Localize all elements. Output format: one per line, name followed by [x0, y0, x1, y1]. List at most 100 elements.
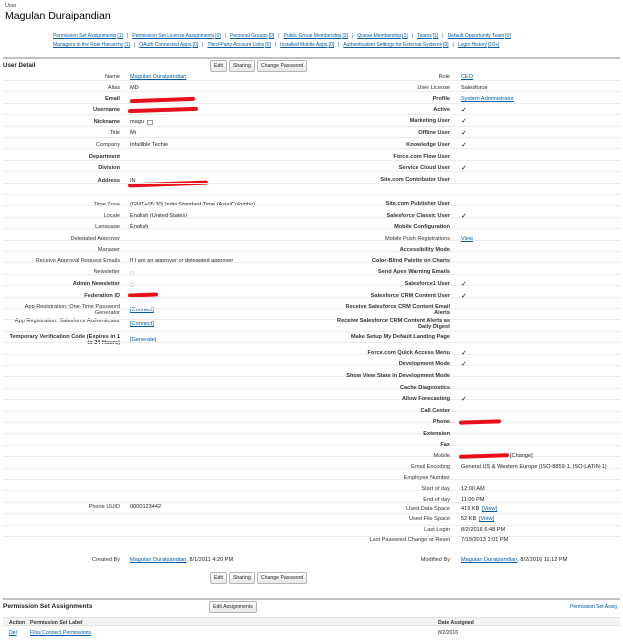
psa-table-header — [3, 617, 620, 626]
field-value[interactable]: [Generate] — [130, 337, 157, 343]
related-link[interactable]: Personal Groups[0] — [230, 33, 274, 39]
row-divider — [3, 80, 620, 81]
related-link[interactable]: Installed Mobile Apps[0] — [280, 42, 334, 48]
related-link-label: Permission Set Assignments — [53, 33, 117, 39]
row-divider — [3, 387, 620, 389]
edit-button[interactable]: Edit — [210, 60, 227, 72]
related-links-row-1: Permission Set Assignments[1] | Permission… — [53, 33, 515, 39]
field-value: English — [130, 224, 149, 230]
edit-button-bottom[interactable]: Edit — [210, 572, 227, 584]
change-password-button[interactable]: Change Password — [256, 60, 308, 72]
checkmark-icon: ✓ — [461, 350, 467, 357]
related-link-label: Login History — [457, 42, 488, 48]
related-link[interactable]: Managers in the Role Hierarchy[1] — [53, 42, 130, 48]
psa-help-link[interactable]: Permission Set Assig — [570, 604, 617, 610]
related-link[interactable]: Authentication Settings for External Sys… — [343, 42, 448, 48]
related-link-count: [0] — [215, 33, 221, 39]
field-label: Color-Blind Palette on Charts — [371, 258, 450, 264]
page-type-label: User — [5, 3, 17, 9]
page-header: User Magulan Duraipandian — [5, 3, 111, 22]
field-value: Salesforce — [461, 85, 488, 91]
related-link[interactable]: Public Group Membership[3] — [284, 33, 348, 39]
row-divider — [3, 91, 620, 93]
field-value: IN — [130, 178, 136, 184]
field-label: End of day — [423, 497, 450, 503]
del-link[interactable]: Del — [9, 630, 17, 636]
related-link-count: [10+] — [488, 42, 500, 48]
user-detail-panel — [3, 57, 620, 597]
checkmark-icon: ✓ — [461, 213, 467, 220]
field-value[interactable]: Magulan Duraipandian — [130, 74, 187, 80]
checkmark-icon: ✓ — [461, 130, 467, 137]
row-divider — [3, 273, 620, 275]
row-divider — [3, 342, 620, 344]
related-link[interactable]: Login History[10+] — [458, 42, 499, 48]
related-link-label: OAuth Connected Apps — [139, 42, 192, 48]
permission-set-link[interactable]: Fliss Connect Permissions — [30, 630, 92, 636]
phone-uuid-value: 0000123442 — [130, 504, 162, 510]
field-value: English (United States) — [130, 213, 188, 219]
col-permission-set-label: Permission Set Label — [30, 620, 83, 626]
related-link[interactable]: Teams[1] — [417, 33, 438, 39]
row-divider — [3, 376, 620, 378]
created-by-user-link[interactable]: Magulan Duraipandian — [130, 557, 187, 563]
related-link[interactable]: Permission Set Assignments[1] — [53, 33, 123, 39]
field-value[interactable]: [Connect] — [130, 321, 154, 327]
related-link[interactable]: Third-Party Account Links[0] — [207, 42, 271, 48]
row-divider — [3, 479, 620, 480]
related-link-count: [1] — [117, 33, 123, 39]
field-label: Address — [97, 178, 120, 184]
row-divider — [3, 456, 620, 458]
related-link-count: [3] — [342, 33, 348, 39]
row-divider — [3, 524, 620, 526]
field-value[interactable]: [Connect] — [130, 307, 154, 313]
row-divider — [3, 102, 620, 104]
col-date-assigned: Date Assigned — [438, 620, 474, 626]
field-label: Start of day — [421, 486, 450, 492]
view-file-space-link[interactable]: [View] — [479, 516, 495, 522]
row-divider — [3, 433, 620, 435]
field-label: Fax — [440, 442, 450, 448]
related-link-count: [0] — [192, 42, 199, 48]
sharing-button[interactable]: Sharing — [228, 60, 255, 72]
field-label: App Registration: One-Time Password Gene… — [24, 304, 120, 316]
related-link[interactable]: Permission Set License Assignments[0] — [132, 33, 221, 39]
psa-title: Permission Set Assignments — [3, 603, 93, 610]
view-data-space-link[interactable]: [View] — [482, 506, 498, 512]
change-password-button-bottom[interactable]: Change Password — [256, 572, 308, 584]
related-link[interactable]: Default Opportunity Team[0] — [448, 33, 511, 39]
field-label: Used File Space — [408, 516, 450, 522]
field-label: Active — [433, 107, 450, 113]
related-link[interactable]: Queue Membership[1] — [357, 33, 407, 39]
field-value: magu — [130, 119, 144, 125]
field-label: Phone — [432, 419, 450, 425]
field-value: 12:00 AM — [461, 486, 485, 492]
info-icon[interactable] — [147, 120, 153, 125]
field-label: Admin Newsletter — [72, 281, 120, 287]
field-label: Temporary Verification Code (Expires in … — [9, 334, 120, 346]
field-value[interactable]: View — [461, 236, 474, 242]
modified-by-user-link[interactable]: Magulan Duraipandian — [461, 557, 518, 563]
edit-assignments-button[interactable]: Edit Assignments — [209, 601, 257, 613]
top-button-row: Edit Sharing Change Password — [210, 60, 308, 72]
row-divider — [3, 467, 620, 469]
field-label: Department — [88, 154, 120, 160]
related-link-count: [0] — [265, 42, 271, 48]
related-link[interactable]: OAuth Connected Apps[0] — [139, 42, 198, 48]
field-label: Salesforce CRM Content User — [370, 293, 450, 299]
field-label: Site.com Contributor User — [380, 177, 450, 183]
field-value[interactable]: CEO — [461, 74, 474, 80]
field-label: Allow Forecasting — [401, 396, 450, 402]
related-link-label: Authentication Settings for External Sys… — [343, 42, 442, 48]
row-divider — [3, 444, 620, 446]
field-label: Service Cloud User — [398, 165, 450, 171]
field-label: Mobile Push Registrations — [385, 236, 450, 242]
row-divider — [3, 171, 620, 173]
field-value[interactable]: System Administrator — [461, 96, 514, 102]
field-label: Offline User — [418, 130, 450, 136]
row-divider — [3, 114, 620, 116]
sharing-button-bottom[interactable]: Sharing — [228, 572, 255, 584]
field-label: Mobile — [433, 453, 450, 459]
related-link-label: Personal Groups — [230, 33, 268, 39]
field-label: Receive Approval Request Emails — [35, 258, 120, 264]
